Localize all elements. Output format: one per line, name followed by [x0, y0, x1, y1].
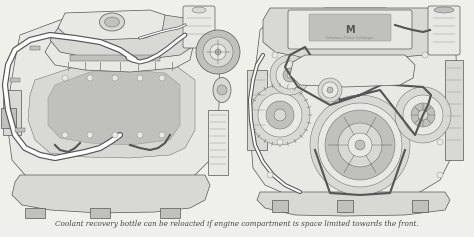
Bar — [90, 208, 110, 218]
Circle shape — [355, 140, 365, 150]
Bar — [30, 46, 40, 50]
Circle shape — [403, 95, 443, 135]
Polygon shape — [8, 18, 220, 185]
Ellipse shape — [192, 7, 206, 13]
Circle shape — [196, 30, 240, 74]
Bar — [445, 60, 463, 160]
Circle shape — [62, 75, 68, 81]
Bar — [412, 200, 428, 212]
Bar — [25, 208, 45, 218]
Circle shape — [422, 52, 428, 58]
Circle shape — [137, 75, 143, 81]
Circle shape — [62, 132, 68, 138]
Ellipse shape — [434, 7, 454, 13]
Circle shape — [210, 44, 226, 60]
Circle shape — [250, 85, 310, 145]
Circle shape — [277, 139, 283, 145]
Circle shape — [348, 133, 372, 157]
Circle shape — [112, 75, 118, 81]
Circle shape — [258, 93, 302, 137]
Circle shape — [267, 172, 273, 178]
Bar — [337, 200, 353, 212]
Polygon shape — [45, 20, 195, 72]
Circle shape — [87, 75, 93, 81]
Circle shape — [411, 103, 435, 127]
Polygon shape — [12, 175, 210, 213]
Circle shape — [283, 68, 297, 82]
Bar — [160, 208, 180, 218]
Polygon shape — [58, 10, 165, 40]
Text: M: M — [345, 25, 355, 35]
Bar — [10, 78, 20, 82]
FancyBboxPatch shape — [288, 10, 412, 49]
Bar — [3, 90, 21, 135]
Circle shape — [203, 37, 233, 67]
Bar — [1, 108, 16, 128]
Circle shape — [266, 101, 294, 129]
Circle shape — [437, 172, 443, 178]
Polygon shape — [50, 13, 200, 60]
Circle shape — [325, 110, 395, 180]
Polygon shape — [250, 8, 457, 200]
Circle shape — [217, 85, 227, 95]
Circle shape — [112, 132, 118, 138]
Bar — [272, 200, 288, 212]
Circle shape — [437, 139, 443, 145]
Circle shape — [322, 82, 338, 98]
Ellipse shape — [213, 77, 231, 102]
Bar — [70, 55, 160, 61]
Polygon shape — [257, 192, 450, 216]
Bar — [15, 128, 25, 132]
Circle shape — [327, 87, 333, 93]
Circle shape — [215, 49, 221, 55]
Circle shape — [87, 132, 93, 138]
Polygon shape — [263, 8, 440, 60]
FancyBboxPatch shape — [183, 6, 215, 48]
Polygon shape — [28, 62, 195, 158]
Circle shape — [338, 123, 382, 167]
Circle shape — [159, 75, 165, 81]
FancyBboxPatch shape — [428, 6, 460, 55]
Ellipse shape — [104, 17, 119, 27]
FancyBboxPatch shape — [309, 14, 391, 41]
Circle shape — [418, 110, 428, 120]
Ellipse shape — [100, 13, 125, 31]
Bar — [208, 110, 228, 175]
Circle shape — [310, 95, 410, 195]
Circle shape — [159, 132, 165, 138]
Circle shape — [318, 103, 402, 187]
Bar — [247, 70, 267, 150]
Circle shape — [395, 87, 451, 143]
Circle shape — [276, 61, 304, 89]
Circle shape — [274, 109, 286, 121]
Text: Coolant recovery bottle can be reloacted if engine compartment is space limited : Coolant recovery bottle can be reloacted… — [55, 220, 419, 228]
Circle shape — [270, 55, 310, 95]
Circle shape — [318, 78, 342, 102]
Text: Performance Product Technologies: Performance Product Technologies — [326, 36, 374, 40]
Polygon shape — [290, 55, 415, 87]
Circle shape — [137, 132, 143, 138]
Circle shape — [272, 52, 278, 58]
Polygon shape — [48, 70, 180, 145]
Circle shape — [287, 72, 293, 78]
